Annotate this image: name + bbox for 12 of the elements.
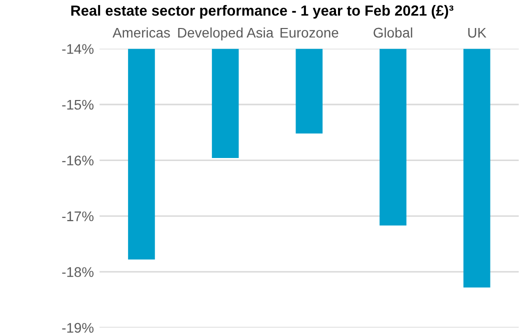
x-tick-label: Developed Asia: [178, 27, 274, 40]
y-tick-label: -17%: [62, 211, 94, 222]
y-tick-label: -15%: [62, 100, 94, 110]
y-tick-label: -19%: [62, 322, 94, 333]
chart-title: Real estate sector performance - 1 year to Feb 2021 (£)³: [71, 5, 454, 19]
x-tick-label: UK: [468, 28, 486, 38]
x-tick-label: Eurozone: [280, 28, 338, 38]
x-tick-label: Americas: [112, 27, 170, 38]
y-tick-label: -18%: [62, 267, 94, 277]
x-tick-label: Global: [374, 27, 412, 38]
y-tick-label: -14%: [62, 44, 94, 54]
y-tick-label: -16%: [62, 156, 94, 166]
